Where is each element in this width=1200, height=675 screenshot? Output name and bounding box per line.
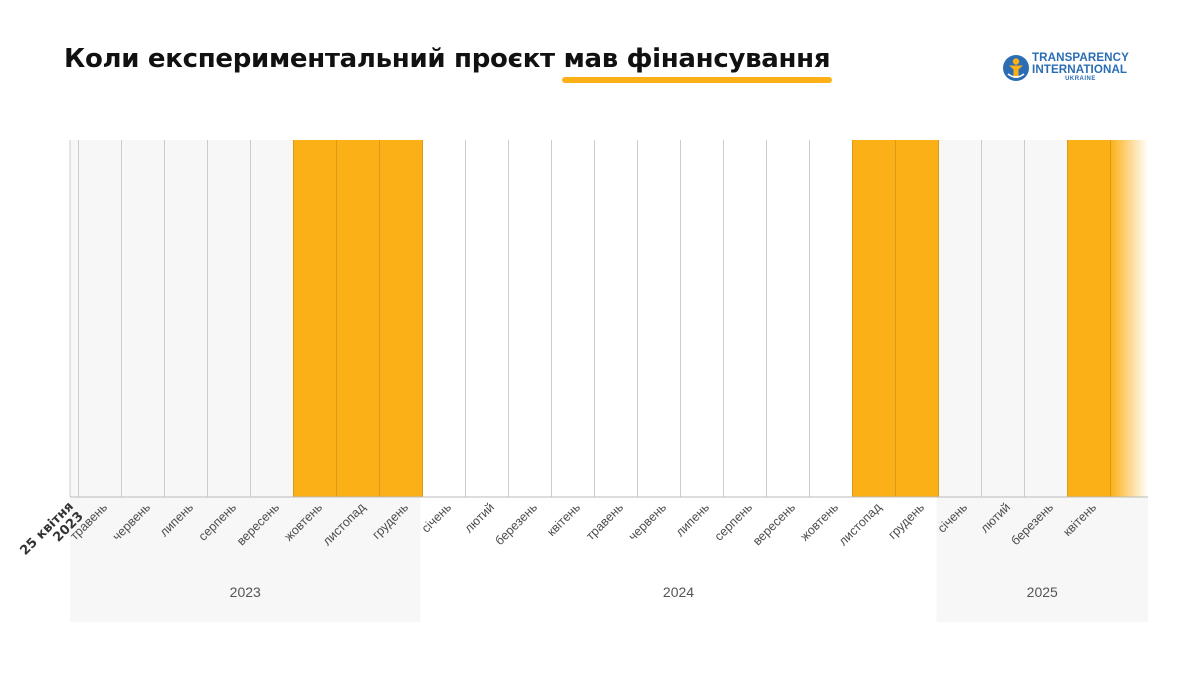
year-label-2025: 2025 xyxy=(1027,584,1058,600)
month-label-вересень-2024: вересень xyxy=(750,500,798,548)
funded-bar-жовтень-2023 xyxy=(293,140,337,497)
logo-line-1: TRANSPARENCY xyxy=(1032,51,1129,64)
month-label-січень-2024: січень xyxy=(419,500,454,535)
funded-bar-листопад-2023 xyxy=(336,140,380,497)
ti-figure-icon xyxy=(1003,55,1029,81)
logo-line-3: UKRAINE xyxy=(1065,76,1096,83)
funded-bar-грудень-2023 xyxy=(379,140,423,497)
month-label-травень-2024: травень xyxy=(583,500,626,543)
title-prefix: Коли експериментальний проєкт xyxy=(64,44,564,74)
month-label-грудень-2024: грудень xyxy=(885,500,927,542)
transparency-international-logo: TRANSPARENCY INTERNATIONAL UKRAINE xyxy=(1002,52,1142,88)
month-label-серпень-2024: серпень xyxy=(712,500,755,543)
page-title: Коли експериментальний проєкт мав фінанс… xyxy=(64,44,832,83)
month-label-березень-2024: березень xyxy=(492,500,540,548)
month-label-листопад-2024: листопад xyxy=(836,500,885,549)
year-label-2024: 2024 xyxy=(663,584,694,600)
funded-bar-грудень-2024 xyxy=(895,140,939,497)
logo-text: TRANSPARENCY INTERNATIONAL UKRAINE xyxy=(1032,52,1129,82)
unfunded-background-2025 xyxy=(938,140,1068,497)
month-label-липень-2024: липень xyxy=(673,500,712,539)
month-label-квітень-2024: квітень xyxy=(544,500,583,539)
title-highlight: мав фінансування xyxy=(561,44,832,83)
month-label-лютий-2024: лютий xyxy=(462,500,497,535)
funded-bar-trailing xyxy=(1110,140,1148,497)
funded-bar-квітень-2025 xyxy=(1067,140,1111,497)
logo-line-2: INTERNATIONAL xyxy=(1032,62,1128,76)
month-label-червень-2024: червень xyxy=(626,500,669,543)
funded-bar-листопад-2024 xyxy=(852,140,896,497)
year-label-2023: 2023 xyxy=(230,584,261,600)
unfunded-background-2023 xyxy=(70,140,294,497)
year-band-2025 xyxy=(936,497,1148,622)
month-label-жовтень-2024: жовтень xyxy=(798,500,842,544)
year-band-2023 xyxy=(70,497,421,622)
